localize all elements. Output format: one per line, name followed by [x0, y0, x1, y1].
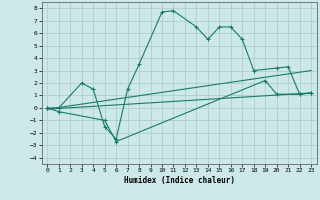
X-axis label: Humidex (Indice chaleur): Humidex (Indice chaleur) — [124, 176, 235, 185]
